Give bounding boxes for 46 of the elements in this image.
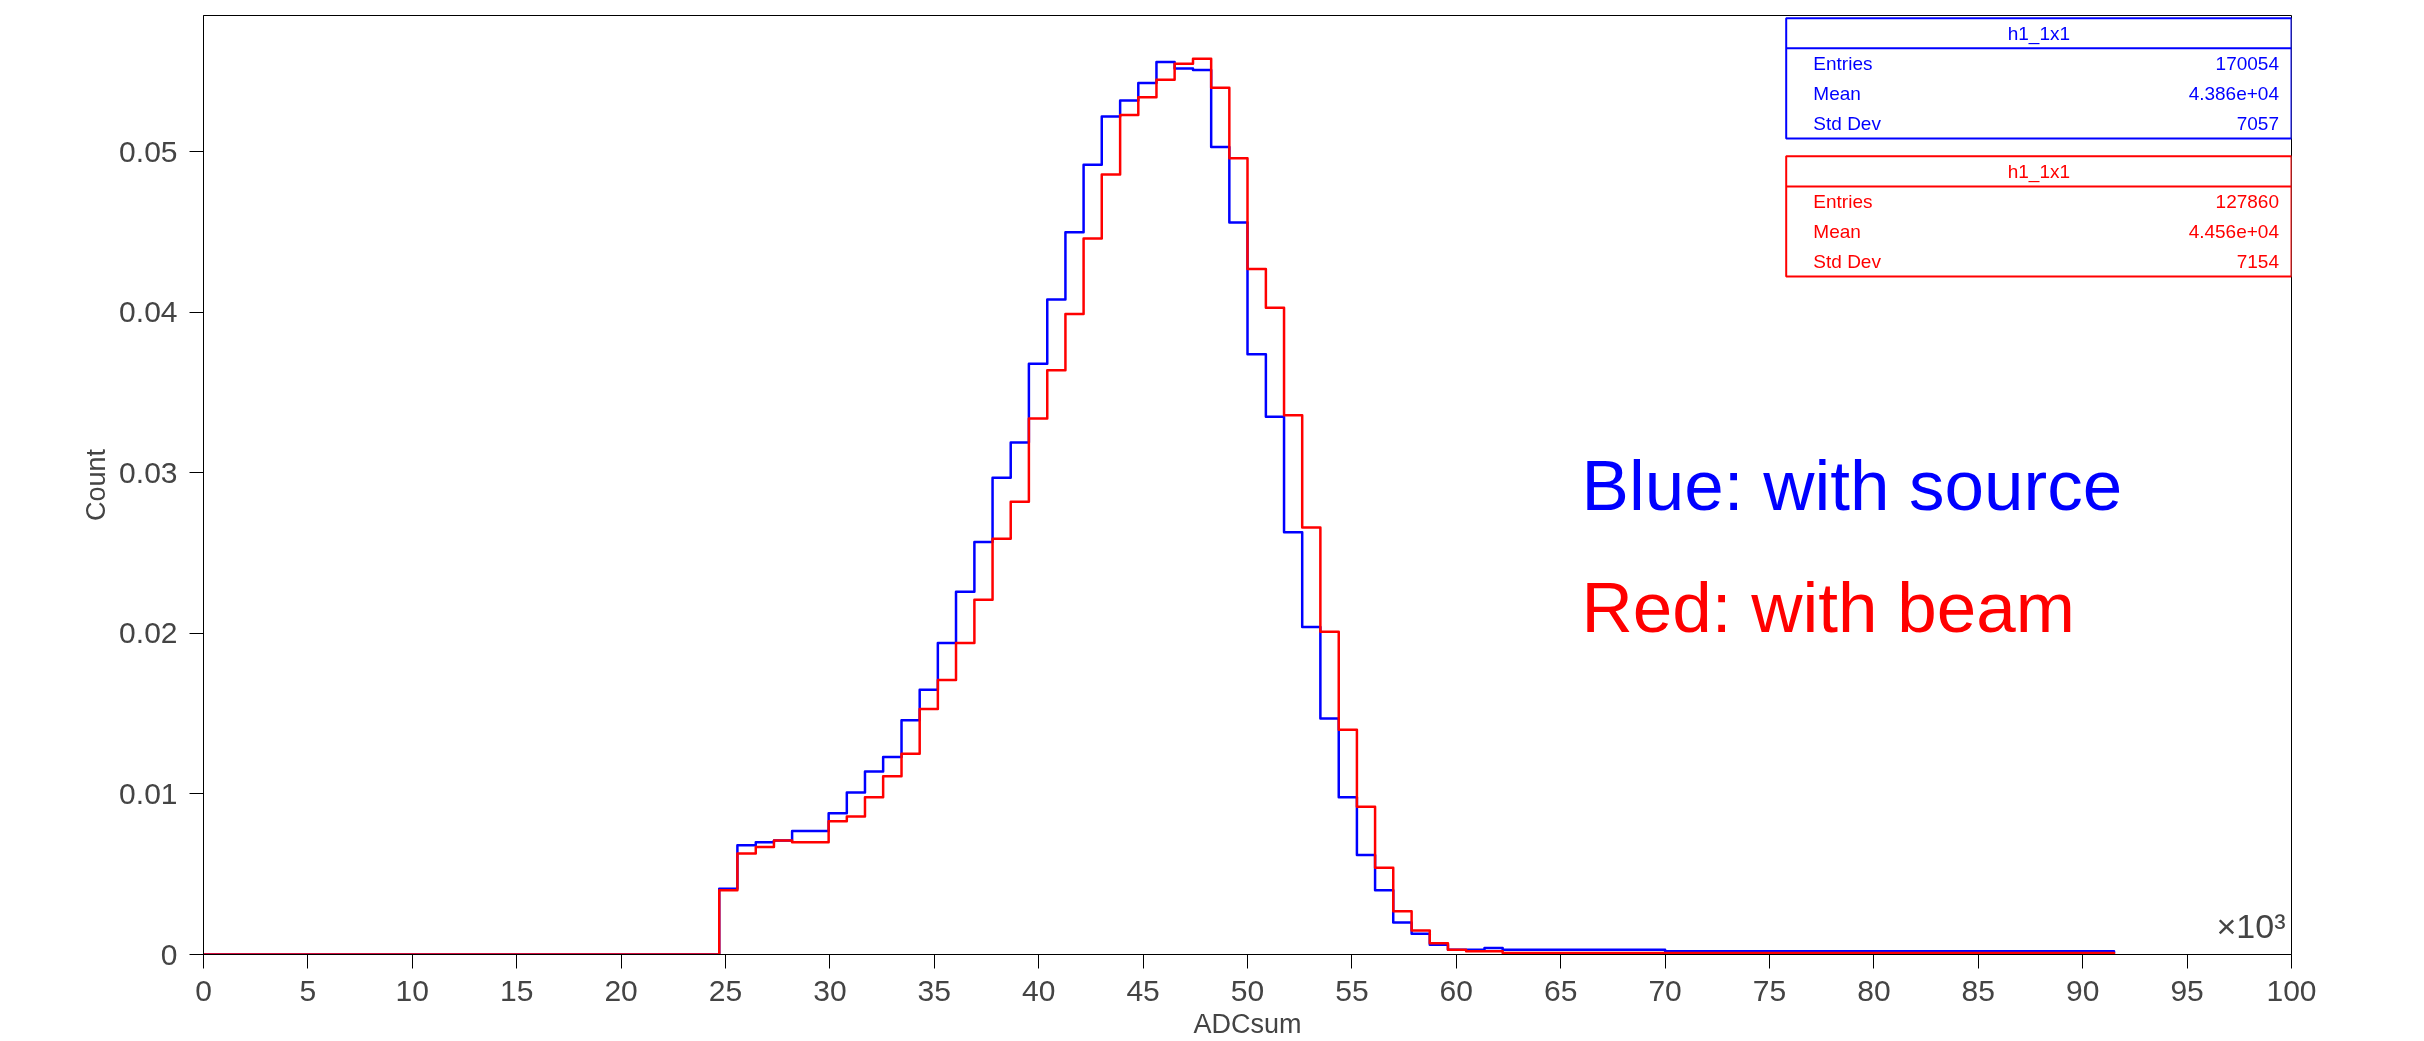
x-tick-label: 5: [299, 973, 317, 1007]
y-tick-label: 0.01: [119, 776, 178, 810]
y-tick-label: 0: [160, 937, 178, 971]
text: Blue: with source: [1581, 445, 2123, 525]
x-tick-label: 40: [1022, 973, 1056, 1007]
annotation: 4.456e+04: [2188, 220, 2280, 242]
annotation: Std Dev: [1813, 251, 1882, 273]
x-tick-label: 95: [2170, 973, 2204, 1007]
x-tick-label: 45: [1126, 973, 1160, 1007]
x-tick-label: 15: [500, 973, 534, 1007]
x-tick-label: 30: [813, 973, 847, 1007]
x-tick-label: 20: [604, 973, 638, 1007]
x-tick-label: 85: [1961, 973, 1995, 1007]
annotation: 127860: [2215, 190, 2279, 212]
x-tick-label: 100: [2266, 973, 2317, 1007]
annotation: Mean: [1813, 220, 1861, 242]
y-tick-label: 0.05: [119, 134, 178, 168]
annotation: 170054: [2215, 52, 2280, 74]
x-tick-label: 35: [917, 973, 951, 1007]
y-tick-label: 0.02: [119, 616, 178, 650]
annotation: 7154: [2236, 251, 2280, 273]
x-tick-label: 80: [1857, 973, 1891, 1007]
x-tick-label: 50: [1230, 973, 1265, 1007]
x-tick-label: 55: [1335, 973, 1369, 1007]
annotation: ×10³: [2216, 906, 2286, 945]
annotation: 7057: [2236, 112, 2279, 134]
annotation: Entries: [1813, 190, 1873, 212]
x-tick-label: 10: [395, 973, 429, 1007]
x-tick-label: 75: [1752, 973, 1787, 1007]
y-axis-title: Count: [81, 448, 112, 522]
x-tick-label: 70: [1648, 973, 1682, 1007]
x-tick-label: 25: [708, 973, 743, 1007]
annotation: Std Dev: [1813, 112, 1882, 134]
annotation: h1_1x1: [2007, 22, 2071, 45]
y-tick-label: 0.04: [119, 295, 178, 329]
x-tick-label: 60: [1439, 973, 1473, 1007]
annotation: Mean: [1813, 82, 1861, 104]
annotation: Entries: [1813, 52, 1873, 74]
text: Red: with beam: [1581, 567, 2075, 647]
x-tick-label: 0: [195, 973, 212, 1007]
y-tick-label: 0.03: [119, 455, 178, 489]
x-tick-label: 90: [2066, 973, 2100, 1007]
annotation: h1_1x1: [2007, 160, 2071, 183]
annotation: 4.386e+04: [2188, 82, 2280, 104]
x-axis-title: ADCsum: [1193, 1008, 1302, 1039]
x-tick-label: 65: [1544, 973, 1578, 1007]
